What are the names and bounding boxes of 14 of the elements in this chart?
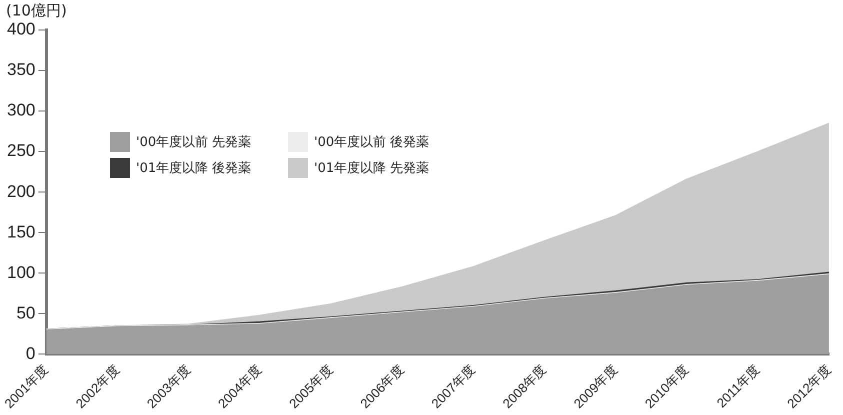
- y-axis-title: (10億円): [6, 1, 67, 20]
- legend-label: '01年度以降 後発薬: [136, 160, 252, 177]
- legend-label: '00年度以前 後発薬: [314, 134, 430, 151]
- y-tick-label: 250: [6, 141, 36, 160]
- y-tick-label: 350: [6, 60, 36, 80]
- legend-label: '00年度以前 先発薬: [136, 134, 252, 151]
- y-tick-label: 0: [26, 344, 36, 363]
- y-tick-label: 100: [6, 262, 36, 282]
- y-tick-label: 300: [6, 100, 36, 120]
- y-tick-label: 50: [16, 303, 36, 322]
- y-tick-label: 400: [6, 20, 36, 39]
- legend-label: '01年度以降 先発薬: [314, 160, 430, 177]
- y-tick-label: 200: [6, 182, 36, 201]
- y-tick-label: 150: [6, 222, 36, 242]
